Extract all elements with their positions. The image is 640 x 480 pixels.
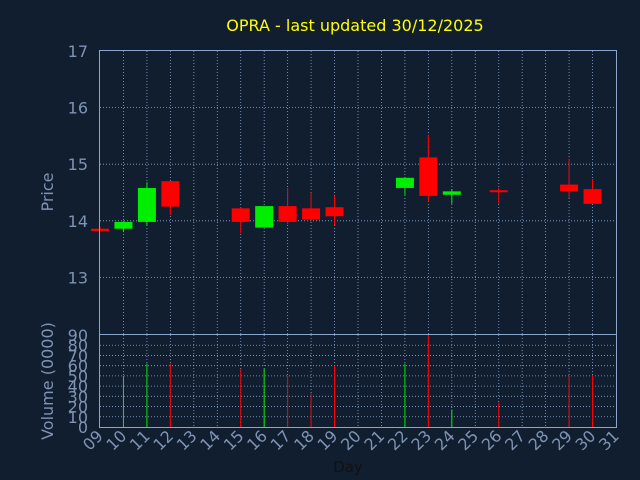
candle-12 <box>161 181 180 216</box>
price-y-tick-label: 14 <box>68 212 88 231</box>
volume-y-tick-label: 90 <box>68 326 88 345</box>
candle-23 <box>419 134 438 202</box>
volume-bars <box>122 335 594 427</box>
candle-body <box>114 221 133 229</box>
candle-11 <box>137 182 156 226</box>
volume-y-tick-label: 60 <box>68 357 88 376</box>
price-axis-label: Price <box>38 172 57 211</box>
volume-frame <box>99 334 617 428</box>
candle-22 <box>395 177 414 195</box>
candle-24 <box>442 189 461 204</box>
volume-y-tick-label: 70 <box>68 346 88 365</box>
candle-body <box>302 208 321 220</box>
candle-body <box>395 177 414 188</box>
volume-y-tick-label: 40 <box>68 377 88 396</box>
price-y-tick-label: 17 <box>68 42 88 61</box>
volume-y-tick-label: 80 <box>68 336 88 355</box>
price-y-tick-label: 13 <box>68 268 88 287</box>
volume-y-tick-label: 0 <box>78 418 88 437</box>
x-axis-label: Day <box>333 458 363 476</box>
candle-body <box>325 207 344 217</box>
candle-17 <box>278 187 297 225</box>
candle-26 <box>489 187 508 204</box>
volume-y-tick-label: 20 <box>68 398 88 417</box>
candle-body <box>255 206 274 228</box>
candle-body <box>419 157 438 196</box>
x-tick-labels: 0910111213141516171819202122232425262728… <box>79 426 623 454</box>
price-candles <box>91 134 602 234</box>
volume-y-tick-label: 50 <box>68 367 88 386</box>
candle-body <box>583 189 602 204</box>
candle-body <box>442 191 461 195</box>
price-panel: 13 14 15 16 17 Price <box>38 42 617 335</box>
candle-body <box>161 181 180 207</box>
candle-15 <box>231 207 250 234</box>
chart-title: OPRA - last updated 30/12/2025 <box>226 16 483 35</box>
candle-30 <box>583 178 602 204</box>
candle-29 <box>560 158 579 199</box>
price-y-tick-label: 16 <box>68 99 88 118</box>
candle-10 <box>114 220 133 233</box>
candle-18 <box>302 192 321 221</box>
candle-body <box>231 208 250 222</box>
volume-y-tick-label: 10 <box>68 408 88 427</box>
volume-grid <box>100 335 616 427</box>
candle-16 <box>255 206 274 228</box>
price-y-tick-label: 15 <box>68 155 88 174</box>
candle-body <box>137 187 156 222</box>
candle-body <box>278 206 297 222</box>
candle-body <box>489 190 508 193</box>
candle-19 <box>325 195 344 226</box>
price-y-tick-labels: 13 14 15 16 17 <box>68 42 88 287</box>
volume-y-tick-label: 30 <box>68 387 88 406</box>
candle-body <box>560 184 579 192</box>
volume-axis-label: Volume (0000) <box>38 322 57 440</box>
